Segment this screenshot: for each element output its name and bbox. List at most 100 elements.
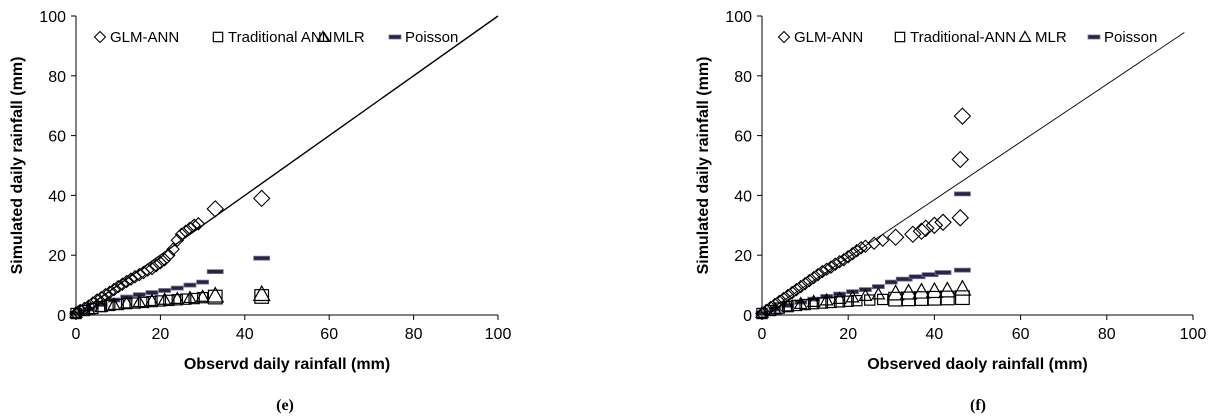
traditional-ann-point [87, 302, 99, 315]
traditional-ann-point [171, 294, 183, 306]
x-tick-label: 100 [1180, 326, 1207, 343]
x-tick-label: 100 [485, 326, 512, 343]
legend-entry-label: Poisson [1104, 29, 1157, 46]
legend-dash-symbol [1087, 34, 1101, 40]
mlr-point [871, 286, 886, 300]
mlr-point [925, 281, 944, 299]
traditional-ann-point [808, 297, 820, 310]
traditional-ann-point [782, 300, 794, 313]
traditional-ann-point [120, 297, 133, 310]
mlr-point [819, 292, 834, 306]
x-tick-label: 40 [236, 326, 254, 343]
glm-ann-point [140, 263, 155, 277]
x-tick-label: 20 [152, 326, 170, 343]
glm-ann-point [837, 252, 851, 267]
poisson-point [884, 279, 898, 285]
glm-ann-point [828, 257, 843, 271]
mlr-point [157, 292, 172, 305]
traditional-ann-point [799, 298, 811, 311]
mlr-point [206, 286, 225, 303]
glm-ann-point [953, 107, 972, 125]
y-tick-label: 80 [734, 69, 752, 86]
glm-ann-point [145, 261, 159, 276]
glm-ann-point [925, 216, 944, 235]
traditional-ann-point [95, 300, 108, 313]
glm-ann-point [174, 227, 189, 242]
glm-ann-point [819, 262, 834, 277]
legend-square-symbol [212, 31, 224, 43]
mlr-point [182, 290, 197, 304]
glm-ann-point [166, 242, 180, 256]
traditional-ann-point [914, 291, 929, 306]
glm-ann-point [183, 221, 197, 236]
y-tick-label: 20 [48, 248, 66, 265]
glm-ann-point [850, 243, 864, 258]
poisson-point [253, 255, 271, 261]
glm-ann-point [845, 246, 860, 261]
panel-label-f: (f) [970, 397, 986, 414]
y-tick-label: 60 [48, 129, 66, 146]
glm-ann-point [785, 285, 799, 300]
poisson-point [954, 267, 971, 273]
traditional-ann-point [180, 293, 192, 305]
traditional-ann-point [842, 295, 854, 307]
traditional-ann-point [888, 291, 904, 307]
traditional-ann-point [70, 307, 82, 320]
x-tick-label: 0 [72, 326, 81, 343]
mlr-point [953, 279, 972, 296]
legend-square-symbol [894, 31, 906, 43]
legend-entry-label: MLR [1035, 29, 1067, 46]
legend-entry-label: MLR [333, 29, 365, 46]
glm-ann-point [206, 200, 225, 218]
legend-diamond-symbol [777, 30, 791, 44]
traditional-ann-point [790, 299, 803, 312]
traditional-ann-point [196, 291, 209, 304]
mlr-point [912, 282, 931, 299]
glm-ann-point [124, 272, 138, 286]
poisson-point [170, 285, 184, 291]
glm-ann-point [951, 209, 970, 227]
glm-ann-point [811, 267, 825, 282]
traditional-ann-point [773, 302, 785, 314]
traditional-ann-point [825, 296, 837, 309]
traditional-ann-point [876, 293, 889, 306]
poisson-point [954, 191, 971, 197]
poisson-point [206, 269, 224, 275]
glm-ann-point [252, 189, 271, 208]
y-axis-title: Simulated daily rainfall (mm) [695, 57, 712, 275]
traditional-ann-point [833, 296, 846, 308]
mlr-point [793, 296, 808, 310]
glm-ann-point [794, 279, 808, 294]
traditional-ann-point [864, 294, 876, 306]
glm-ann-point [951, 150, 970, 169]
y-tick-label: 40 [48, 188, 66, 205]
glm-ann-point [149, 258, 163, 273]
glm-ann-point [798, 276, 812, 291]
traditional-ann-point [188, 292, 200, 305]
traditional-ann-point [154, 295, 167, 307]
glm-ann-point [162, 248, 176, 262]
glm-ann-point [802, 273, 817, 288]
poisson-point [183, 282, 197, 288]
y-tick-label: 20 [734, 248, 752, 265]
legend-triangle-symbol [1018, 30, 1032, 43]
poisson-point [158, 288, 172, 293]
x-tick-label: 40 [926, 326, 944, 343]
legend-entry-label: Traditional-ANN [910, 29, 1016, 46]
glm-ann-point [854, 240, 868, 255]
x-tick-label: 60 [320, 326, 338, 343]
poisson-point [934, 270, 952, 275]
traditional-ann-point [146, 295, 158, 308]
y-axis-title: Simulated daily rainfall (mm) [9, 57, 26, 275]
one-to-one-reference-line [761, 32, 1185, 316]
traditional-ann-point [78, 304, 91, 317]
y-tick-label: 100 [39, 9, 66, 26]
glm-ann-point [77, 301, 92, 316]
glm-ann-point [832, 255, 847, 269]
x-axis-title: Observd daily rainfall (mm) [184, 356, 390, 373]
glm-ann-point [153, 255, 168, 270]
glm-ann-point [157, 252, 172, 267]
glm-ann-point [94, 290, 109, 305]
panel-label-e: (e) [276, 397, 294, 414]
